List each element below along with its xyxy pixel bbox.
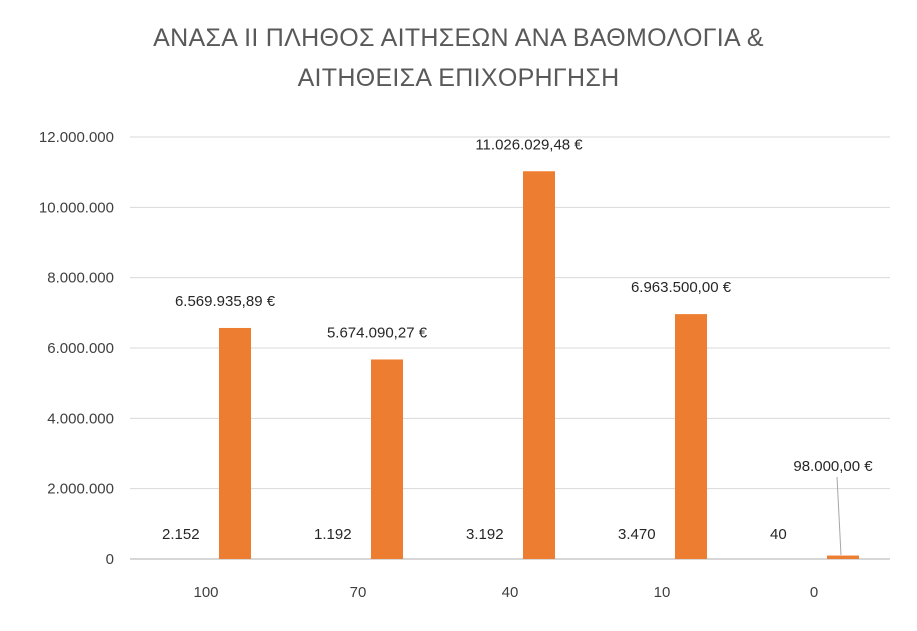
value-label: 98.000,00 €: [793, 458, 873, 475]
x-tick-label: 40: [502, 584, 519, 601]
bar: [523, 171, 555, 560]
value-label: 11.026.029,48 €: [475, 136, 583, 153]
x-tick-label: 10: [654, 584, 671, 601]
y-tick-label: 2.000.000: [47, 481, 114, 498]
chart-title-line-2: ΑΙΤΗΘΕΙΣΑ ΕΠΙΧΟΡΗΓΗΣΗ: [297, 64, 620, 92]
y-tick-label: 8.000.000: [47, 270, 114, 287]
chart-title: ΑΝΑΣΑ ΙΙ ΠΛΗΘΟΣ ΑΙΤΗΣΕΩΝ ΑΝΑ ΒΑΘΜΟΛΟΓΙΑ …: [0, 18, 917, 98]
bar: [827, 555, 859, 559]
leader-line: [836, 476, 842, 556]
x-tick-label: 0: [810, 584, 818, 601]
bar: [219, 327, 251, 559]
value-label: 6.963.500,00 €: [631, 279, 732, 296]
y-tick-label: 0: [106, 551, 114, 568]
chart-title-line-1: ΑΝΑΣΑ ΙΙ ΠΛΗΘΟΣ ΑΙΤΗΣΕΩΝ ΑΝΑ ΒΑΘΜΟΛΟΓΙΑ …: [153, 24, 764, 52]
y-tick-label: 6.000.000: [47, 340, 114, 357]
x-tick-label: 70: [350, 584, 367, 601]
y-tick-label: 4.000.000: [47, 410, 114, 427]
bar: [675, 314, 707, 559]
count-label: 3.470: [618, 526, 656, 543]
count-label: 40: [770, 526, 787, 543]
count-label: 3.192: [466, 526, 504, 543]
value-label: 5.674.090,27 €: [327, 324, 428, 341]
count-label: 1.192: [314, 526, 352, 543]
count-label: 2.152: [162, 526, 200, 543]
bar: [371, 359, 403, 559]
y-tick-label: 12.000.000: [39, 129, 114, 146]
value-label: 6.569.935,89 €: [175, 293, 276, 310]
y-tick-label: 10.000.000: [39, 199, 114, 216]
x-tick-label: 100: [193, 584, 218, 601]
